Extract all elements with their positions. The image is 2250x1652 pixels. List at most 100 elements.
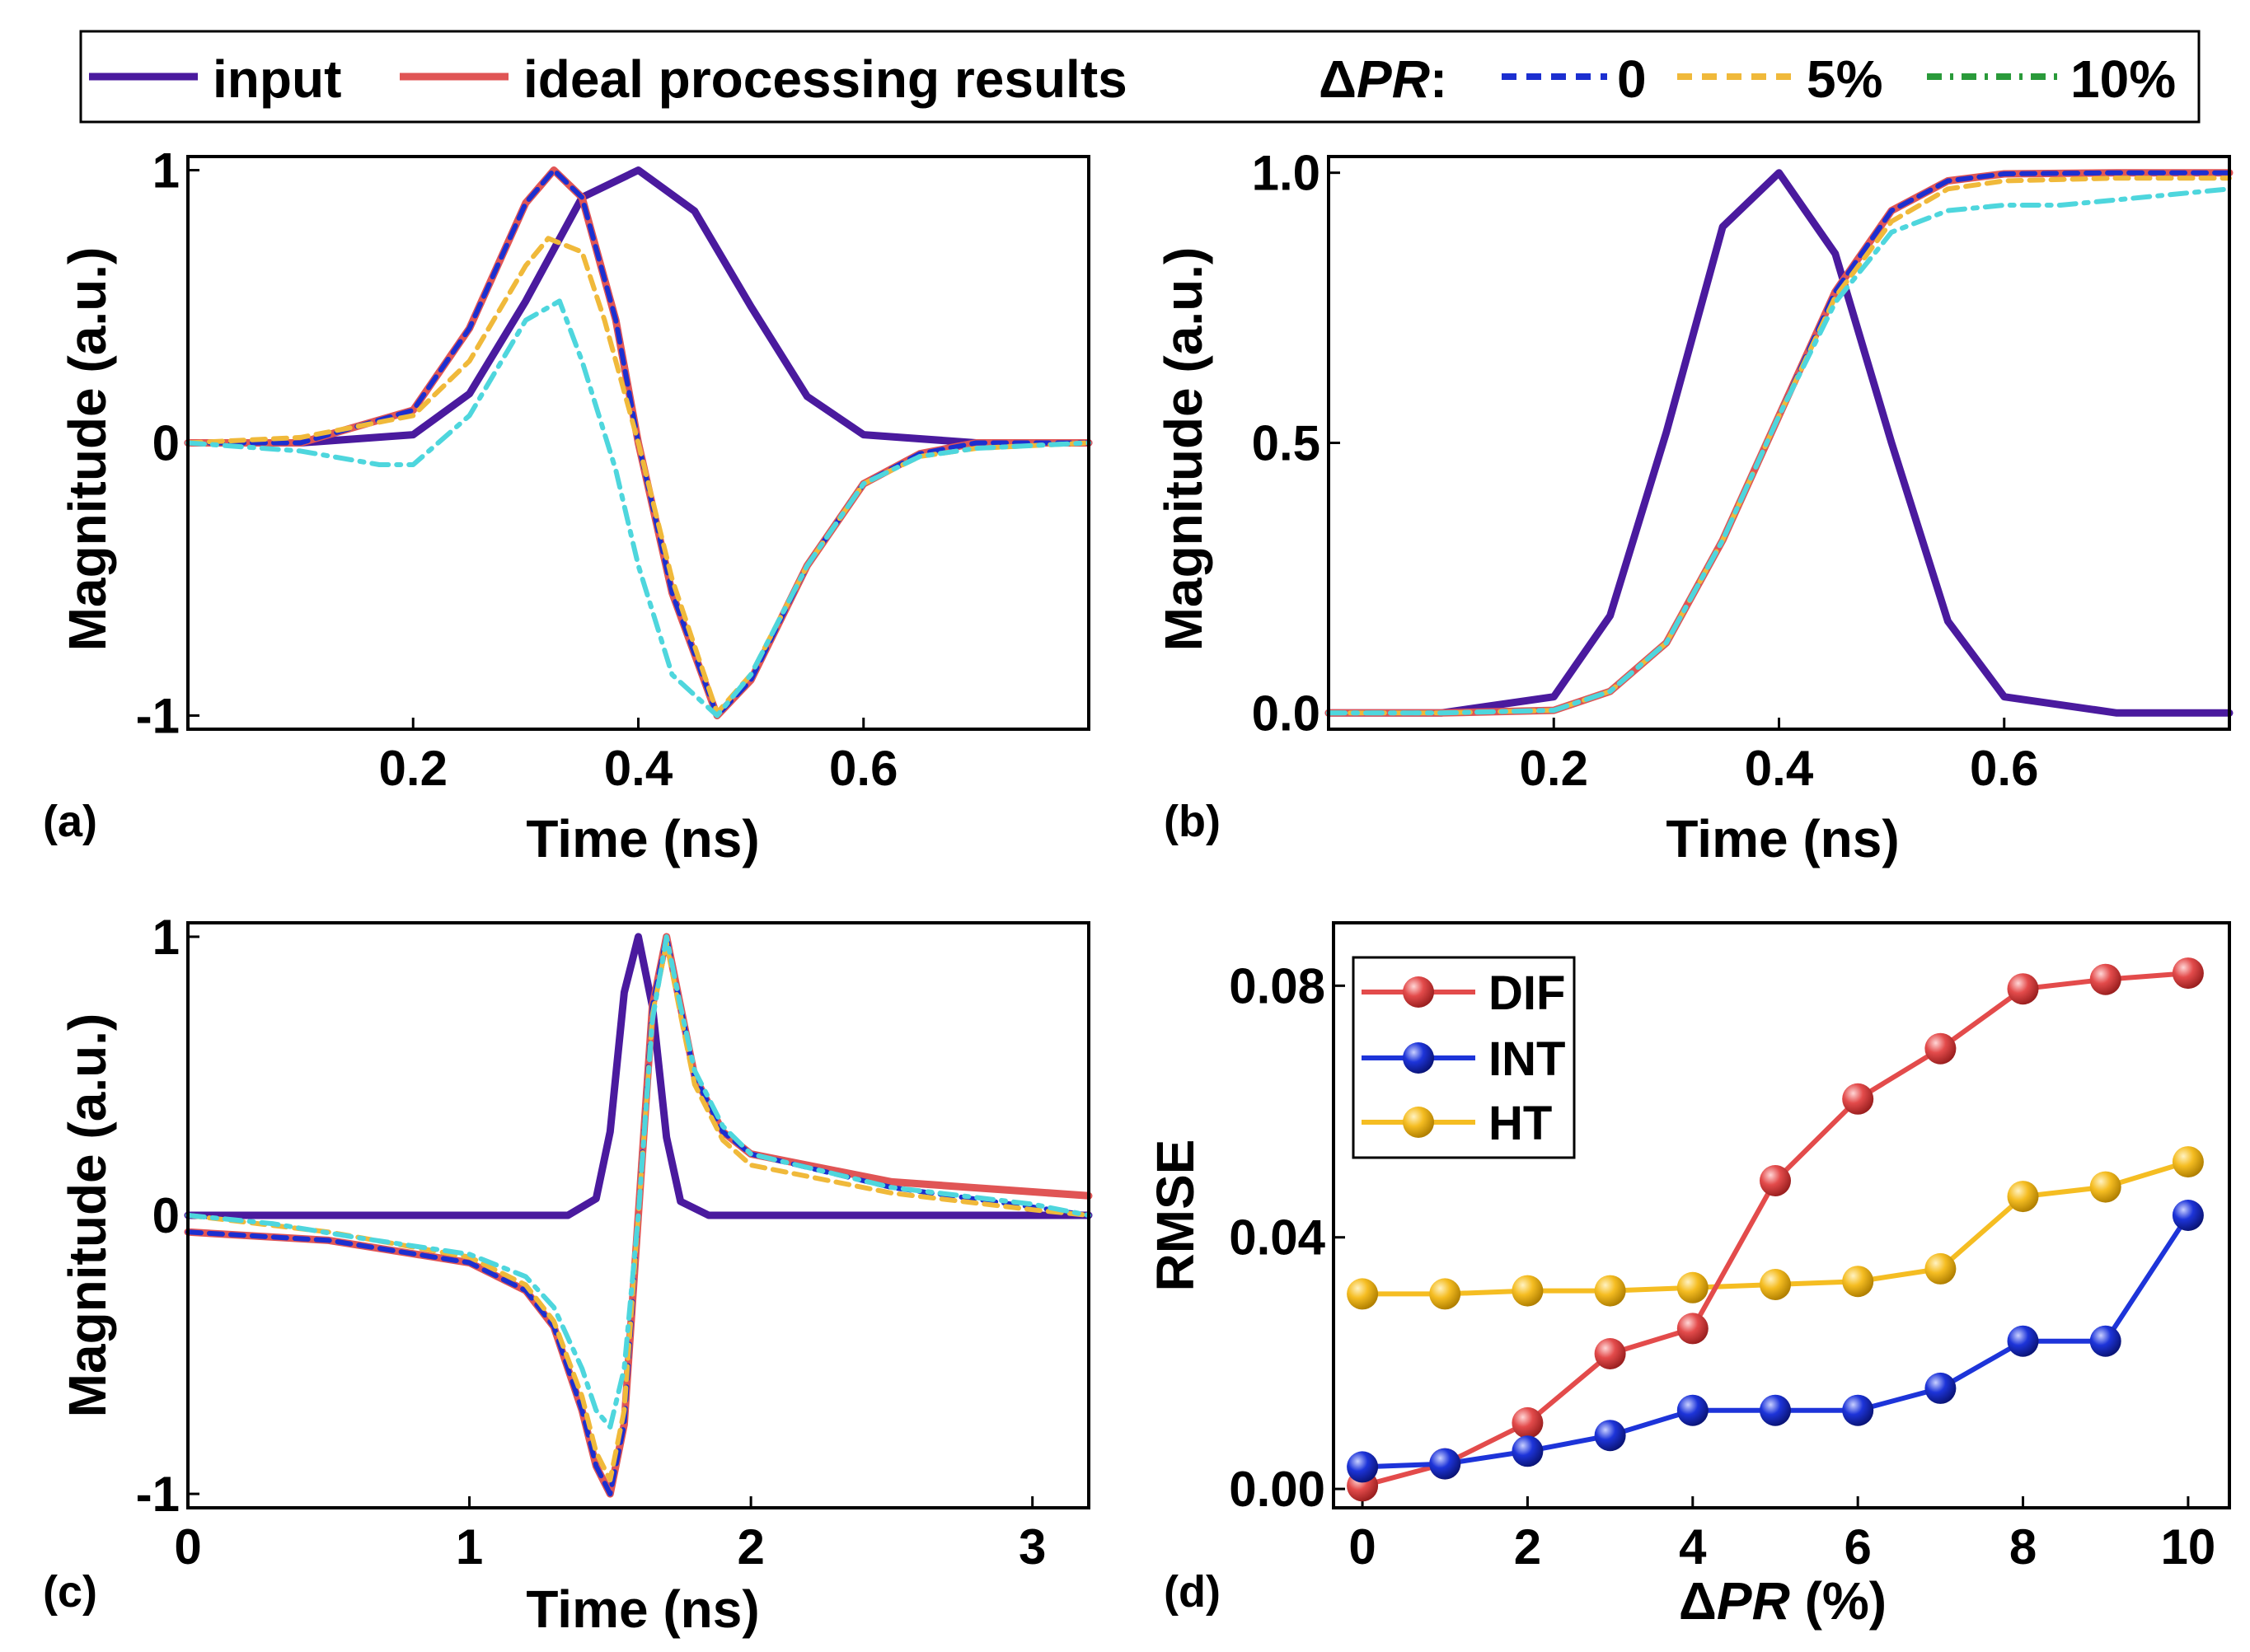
x-tick-label-d: 4 — [1679, 1519, 1707, 1575]
rmse-legend: DIF INT HT — [1352, 956, 1576, 1159]
y-tick-label-c: 0 — [152, 1188, 180, 1243]
rmse-legend-marker-int — [1403, 1042, 1434, 1074]
legend-label-dpr10: 10% — [2070, 49, 2176, 109]
data-point-int — [1760, 1394, 1791, 1426]
data-point-int — [1594, 1420, 1626, 1452]
data-point-int — [2007, 1325, 2039, 1357]
x-tick-label-b: 0.6 — [1970, 741, 2038, 796]
x-axis-label-d-unit: (%) — [1790, 1571, 1887, 1631]
x-tick-label-a: 0.2 — [379, 741, 448, 796]
data-point-dif — [1842, 1083, 1874, 1115]
y-tick-label-c: 1 — [152, 910, 180, 965]
rmse-legend-marker-dif — [1403, 976, 1434, 1008]
series-line-pr-5-b — [1326, 175, 2232, 716]
x-tick-label-c: 0 — [174, 1519, 201, 1575]
data-point-ht — [1594, 1275, 1626, 1307]
x-axis-label-b: Time (ns) — [1666, 809, 1899, 868]
data-point-dif — [1594, 1338, 1626, 1369]
y-axis-label-d: RMSE — [1146, 1140, 1205, 1292]
x-axis-label-d-var: PR — [1717, 1571, 1790, 1631]
x-tick-label-d: 2 — [1514, 1519, 1541, 1575]
y-tick-label-b: 0.0 — [1252, 686, 1320, 741]
data-point-ht — [1429, 1278, 1461, 1310]
data-point-ht — [2172, 1146, 2204, 1178]
y-tick-label-a: 1 — [152, 143, 180, 199]
data-point-int — [1512, 1435, 1544, 1467]
data-point-ht — [2089, 1171, 2121, 1203]
data-point-int — [2172, 1200, 2204, 1231]
legend-label-dpr0: 0 — [1617, 49, 1647, 109]
legend-dpr-label: ΔPR: — [1319, 49, 1447, 109]
y-tick-label-d: 0.00 — [1229, 1462, 1325, 1517]
data-point-dif — [2007, 973, 2039, 1005]
data-point-dif — [1676, 1313, 1709, 1345]
data-point-ht — [1842, 1266, 1874, 1298]
data-point-int — [1924, 1372, 1957, 1404]
legend-dpr-delta: Δ — [1319, 49, 1357, 109]
y-tick-label-c: -1 — [136, 1467, 180, 1522]
y-axis-label-c: Magnitude (a.u.) — [58, 1013, 117, 1418]
series-line-input-a — [184, 166, 1093, 447]
data-point-int — [1347, 1451, 1379, 1483]
y-tick-label-a: 0 — [152, 416, 180, 471]
data-point-ht — [1676, 1271, 1709, 1303]
data-point-ht — [1924, 1252, 1957, 1285]
panel-b: (b) Time (ns) Magnitude (a.u.) 0.2 0.4 0.6… — [1154, 146, 2234, 868]
legend-label-dpr5: 5% — [1807, 49, 1883, 109]
x-tick-label-d: 6 — [1844, 1519, 1871, 1575]
top-legend: input ideal processing results ΔPR: 0 5%… — [79, 30, 2201, 124]
x-tick-label-b: 0.4 — [1745, 741, 1814, 796]
legend-dpr-var: PR — [1357, 49, 1430, 109]
panel-label-b: (b) — [1164, 797, 1221, 846]
plot-frame-a — [186, 155, 1090, 731]
rmse-legend-label-ht: HT — [1488, 1097, 1552, 1150]
data-point-ht — [1347, 1278, 1379, 1310]
y-tick-label-d: 0.08 — [1229, 958, 1325, 1013]
plot-frame-c — [186, 921, 1090, 1509]
x-tick-label-d: 10 — [2161, 1519, 2216, 1575]
data-point-ht — [1512, 1275, 1544, 1307]
y-tick-label-d: 0.04 — [1229, 1210, 1325, 1266]
data-point-int — [2089, 1325, 2121, 1357]
x-tick-label-c: 2 — [737, 1519, 764, 1575]
x-tick-label-a: 0.4 — [604, 741, 673, 796]
series-line-ideal-processing-results-b — [1324, 169, 2234, 717]
y-axis-label-a: Magnitude (a.u.) — [58, 247, 117, 652]
rmse-legend-marker-ht — [1403, 1107, 1434, 1138]
plot-frame-b — [1327, 155, 2231, 731]
x-axis-label-a: Time (ns) — [526, 809, 759, 868]
x-axis-label-d-delta: Δ — [1679, 1571, 1717, 1631]
x-tick-label-c: 1 — [456, 1519, 483, 1575]
panel-a: (a) Time (ns) Magnitude (a.u.) 0.2 0.4 0.6… — [43, 143, 1093, 868]
x-axis-label-c: Time (ns) — [526, 1579, 759, 1639]
y-tick-label-b: 0.5 — [1252, 416, 1320, 471]
series-line-int — [1362, 1214, 2191, 1470]
x-tick-label-a: 0.6 — [829, 741, 898, 796]
legend-label-ideal: ideal processing results — [523, 49, 1127, 109]
series-line-input-c — [184, 933, 1093, 1219]
panel-label-d: (d) — [1164, 1567, 1221, 1617]
data-point-dif — [1512, 1406, 1544, 1439]
x-tick-label-c: 3 — [1019, 1519, 1046, 1575]
panel-label-c: (c) — [43, 1567, 97, 1617]
rmse-legend-label-int: INT — [1488, 1032, 1565, 1086]
data-point-int — [1429, 1448, 1461, 1480]
y-tick-label-b: 1.0 — [1252, 146, 1320, 201]
legend-label-input: input — [213, 49, 341, 109]
x-axis-label-d: ΔPR (%) — [1679, 1571, 1887, 1631]
series-line-pr-10-a — [185, 298, 1091, 718]
series-line-pr-5-a — [185, 236, 1091, 716]
y-tick-label-a: -1 — [136, 688, 180, 743]
x-tick-label-b: 0.2 — [1520, 741, 1588, 796]
data-point-ht — [1760, 1269, 1791, 1300]
legend-dpr-colon: : — [1430, 49, 1447, 109]
rmse-legend-label-dif: DIF — [1488, 966, 1565, 1020]
data-point-dif — [2172, 957, 2204, 990]
data-point-dif — [1760, 1165, 1791, 1196]
x-tick-label-d: 0 — [1348, 1519, 1376, 1575]
series-line-pr-0-b — [1326, 170, 2232, 716]
data-point-int — [1842, 1394, 1874, 1426]
panel-d: (d) ΔPR (%) RMSE 0 2 4 6 8 10 0.00 0.04 0.08 DIF… — [1146, 921, 2231, 1631]
series-line-input-b — [1324, 169, 2234, 717]
